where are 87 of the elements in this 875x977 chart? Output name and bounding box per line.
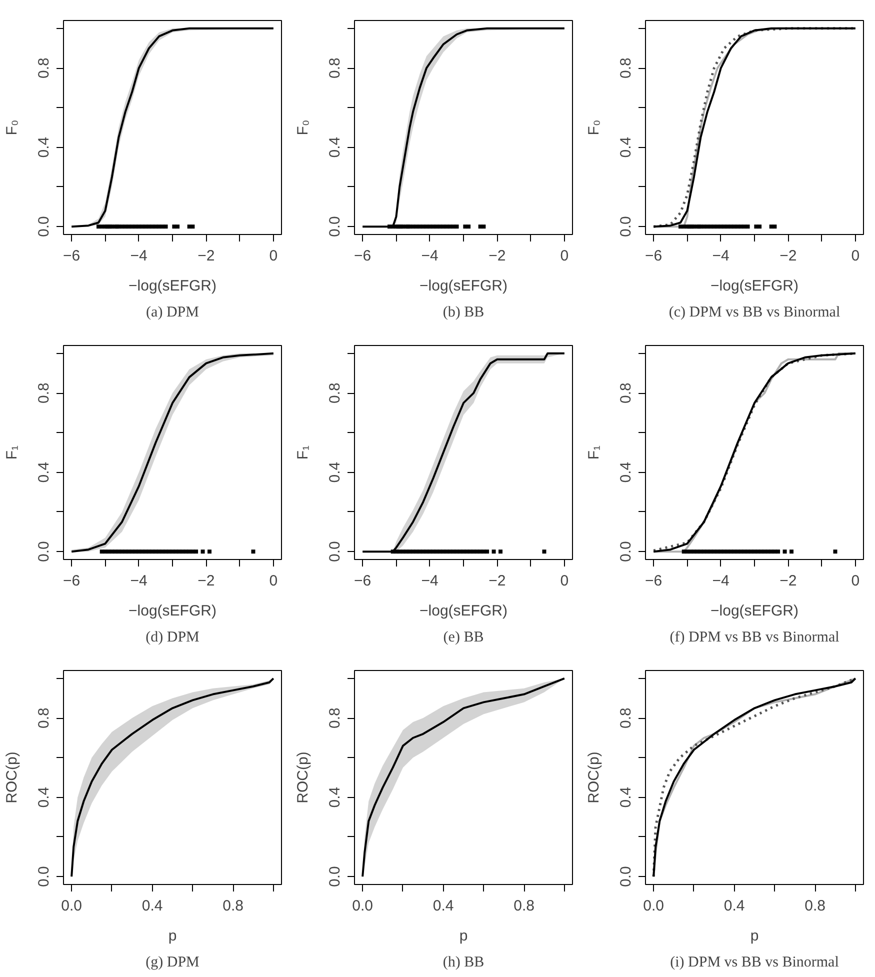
y-tick-label: 0.0 xyxy=(326,541,344,562)
x-axis-title: p xyxy=(750,928,759,944)
y-tick-label: 0.0 xyxy=(618,866,634,887)
y-tick-label: 0.8 xyxy=(36,382,52,404)
text: (c) DPM vs BB vs Binormal xyxy=(668,304,840,320)
x-tick-label: 0 xyxy=(560,572,569,590)
text: (i) DPM vs BB vs Binormal xyxy=(670,954,839,970)
x-tick-label: −6 xyxy=(645,248,662,264)
y-tick-label: 0.4 xyxy=(618,136,634,158)
x-tick-label: −2 xyxy=(780,572,797,590)
y-axis-title: ROC(p) xyxy=(586,752,602,804)
y-axis-title: F₁ xyxy=(586,445,602,460)
text: (h) BB xyxy=(442,954,484,970)
x-tick-label: −6 xyxy=(354,248,372,264)
text: (g) DPM xyxy=(146,954,200,970)
x-axis-title: −log(sEFGR) xyxy=(710,602,798,620)
x-tick-label: −4 xyxy=(130,572,148,590)
y-tick-label: 0.4 xyxy=(36,136,52,158)
x-tick-label: 0 xyxy=(851,572,860,590)
x-tick-label: 0.0 xyxy=(643,898,664,914)
y-axis-title: F₀ xyxy=(4,120,20,136)
x-tick-label: −4 xyxy=(712,572,730,590)
x-tick-label: 0 xyxy=(269,572,278,590)
x-tick-label: −6 xyxy=(63,572,80,590)
x-axis-title: −log(sEFGR) xyxy=(420,602,508,620)
y-tick-label: 0.8 xyxy=(618,708,634,728)
y-tick-label: 0.4 xyxy=(36,786,52,808)
x-tick-label: 0 xyxy=(269,248,278,264)
y-tick-label: 0.8 xyxy=(36,708,52,728)
x-axis-title: −log(sEFGR) xyxy=(420,278,508,294)
x-tick-label: −2 xyxy=(198,572,215,590)
x-tick-label: 0.0 xyxy=(61,898,82,914)
y-tick-label: 0.8 xyxy=(326,58,344,78)
x-tick-label: 0.8 xyxy=(804,898,826,914)
x-axis-title: p xyxy=(168,928,177,944)
x-tick-label: −2 xyxy=(488,248,506,264)
y-tick-label: 0.8 xyxy=(326,708,344,728)
x-tick-label: 0 xyxy=(851,248,860,264)
y-tick-label: 0.4 xyxy=(618,786,634,808)
x-tick-label: −4 xyxy=(421,248,438,264)
y-tick-label: 0.0 xyxy=(36,541,52,562)
x-tick-label: −4 xyxy=(130,248,148,264)
x-tick-label: 0.4 xyxy=(724,898,745,914)
y-tick-label: 0.0 xyxy=(36,866,52,887)
x-tick-label: −6 xyxy=(645,572,662,590)
x-tick-label: −6 xyxy=(354,572,372,590)
x-tick-label: 0.4 xyxy=(142,898,163,914)
x-axis-title: p xyxy=(459,928,468,944)
y-tick-label: 0.4 xyxy=(326,136,344,158)
y-tick-label: 0.8 xyxy=(618,58,634,78)
x-tick-label: −2 xyxy=(780,248,797,264)
x-tick-label: −6 xyxy=(63,248,80,264)
y-tick-label: 0.0 xyxy=(326,866,344,887)
y-tick-label: 0.0 xyxy=(618,216,634,237)
y-tick-label: 0.0 xyxy=(36,216,52,237)
x-axis-title: −log(sEFGR) xyxy=(128,278,216,294)
y-tick-label: 0.8 xyxy=(36,58,52,78)
y-axis-title: ROC(p) xyxy=(294,752,312,804)
y-tick-label: 0.4 xyxy=(326,462,344,483)
text: (e) BB xyxy=(443,630,484,646)
x-tick-label: −2 xyxy=(198,248,215,264)
x-axis-title: −log(sEFGR) xyxy=(710,278,798,294)
y-tick-label: 0.0 xyxy=(618,541,634,562)
y-axis-title: F₁ xyxy=(294,445,312,460)
y-axis-title: ROC(p) xyxy=(4,752,20,804)
y-tick-label: 0.8 xyxy=(618,382,634,404)
text: (f) DPM vs BB vs Binormal xyxy=(670,630,840,646)
y-tick-label: 0.4 xyxy=(36,462,52,483)
x-tick-label: 0.8 xyxy=(222,898,244,914)
x-axis-title: −log(sEFGR) xyxy=(128,602,216,620)
x-tick-label: 0.4 xyxy=(432,898,454,914)
y-axis-title: F₀ xyxy=(586,120,602,136)
y-tick-label: 0.4 xyxy=(326,786,344,808)
y-axis-title: F₀ xyxy=(294,120,312,136)
y-tick-label: 0.0 xyxy=(326,216,344,237)
y-tick-label: 0.4 xyxy=(618,462,634,483)
y-axis-title: F₁ xyxy=(4,445,20,460)
x-tick-label: −2 xyxy=(488,572,506,590)
y-tick-label: 0.8 xyxy=(326,382,344,404)
x-tick-label: 0 xyxy=(560,248,569,264)
text: (a) DPM xyxy=(146,304,199,320)
text: (b) BB xyxy=(442,304,484,320)
x-tick-label: −4 xyxy=(421,572,438,590)
x-tick-label: 0.0 xyxy=(352,898,374,914)
x-tick-label: 0.8 xyxy=(514,898,534,914)
text: (d) DPM xyxy=(146,630,200,646)
x-tick-label: −4 xyxy=(712,248,730,264)
